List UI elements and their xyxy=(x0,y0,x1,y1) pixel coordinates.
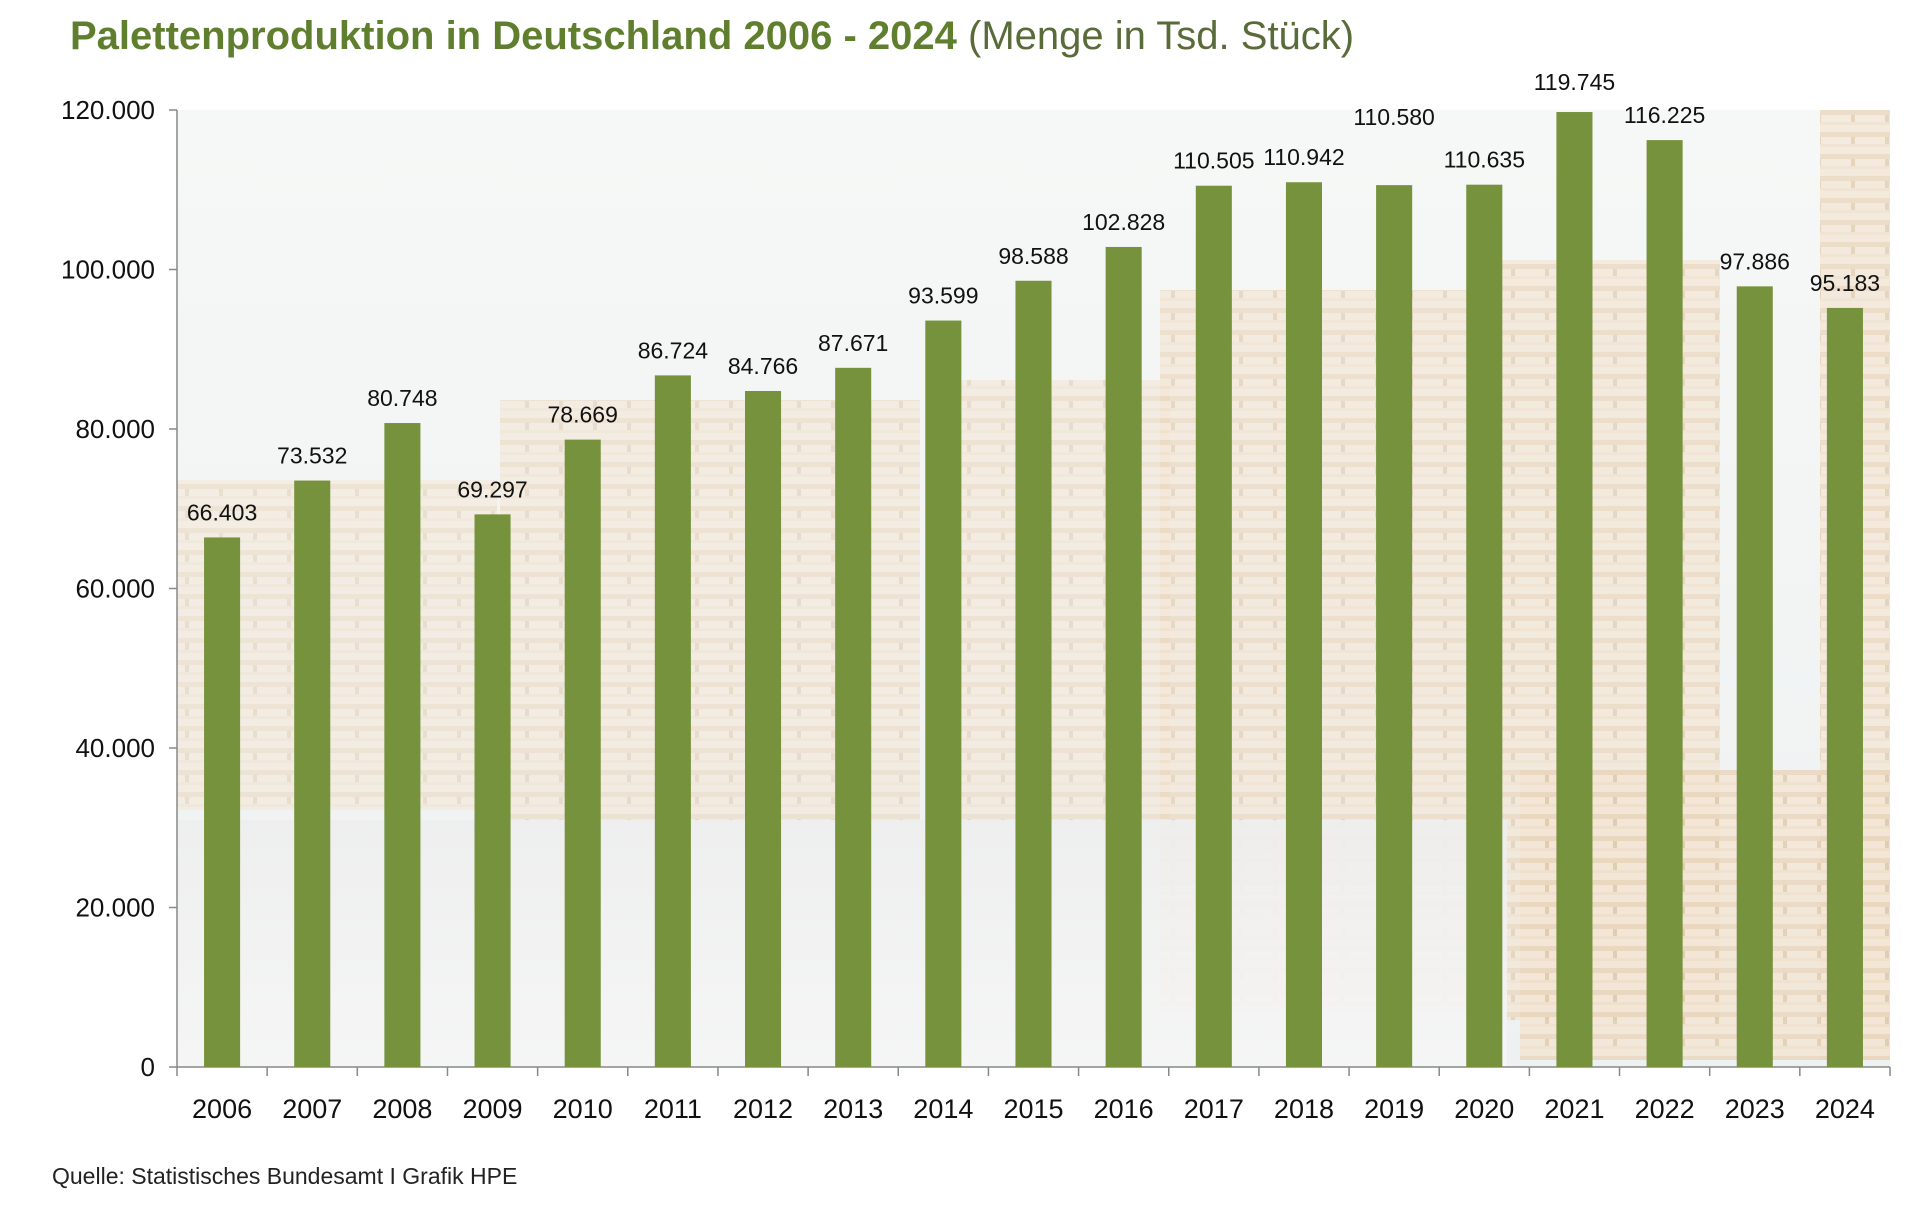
data-label-2018: 110.942 xyxy=(1263,144,1344,170)
chart-title: Palettenproduktion in Deutschland 2006 -… xyxy=(70,14,1354,59)
x-tick-label: 2022 xyxy=(1635,1094,1695,1124)
plot-area: 0 20.000 40.000 60.000 80.000 100.000 120.000 6… xyxy=(61,69,1891,1124)
bar-2018 xyxy=(1285,182,1323,1067)
y-tick-label: 80.000 xyxy=(75,414,155,444)
y-tick-label: 100.000 xyxy=(61,255,155,285)
bar-2010 xyxy=(564,439,601,1067)
data-label-2007: 73.532 xyxy=(277,443,347,469)
bar-2024 xyxy=(1826,307,1863,1067)
data-label-2020: 110.635 xyxy=(1444,147,1525,173)
data-label-2013: 87.671 xyxy=(818,330,888,356)
y-tick-label: 120.000 xyxy=(61,95,155,125)
data-label-2008: 80.748 xyxy=(367,385,437,411)
y-tick-label: 40.000 xyxy=(75,733,155,763)
chart-title-unit: (Menge in Tsd. Stück) xyxy=(968,14,1355,58)
data-label-2009: 69.297 xyxy=(457,476,527,502)
x-tick-label: 2006 xyxy=(192,1094,252,1124)
bar-2014 xyxy=(925,320,962,1067)
data-label-2015: 98.588 xyxy=(998,243,1068,269)
data-label-2010: 78.669 xyxy=(548,402,618,428)
source-note: Quelle: Statistisches Bundesamt I Grafik… xyxy=(52,1163,518,1189)
y-tick-label: 60.000 xyxy=(75,574,155,604)
data-label-2023: 97.886 xyxy=(1720,248,1790,274)
data-label-2024: 95.183 xyxy=(1810,270,1880,296)
bar-2020 xyxy=(1466,184,1503,1067)
bar-2011 xyxy=(654,375,691,1067)
bar-2013 xyxy=(835,367,872,1068)
data-label-2014: 93.599 xyxy=(908,283,978,309)
x-tick-label: 2012 xyxy=(733,1094,793,1124)
x-tick-label: 2007 xyxy=(282,1094,342,1124)
data-label-2016: 102.828 xyxy=(1082,209,1165,235)
bar-2017 xyxy=(1195,185,1232,1067)
data-label-2017: 110.505 xyxy=(1173,148,1254,174)
data-label-2019: 110.580 xyxy=(1353,104,1434,130)
bar-2006 xyxy=(204,537,241,1067)
y-tick-label: 0 xyxy=(141,1052,155,1082)
x-tick-label: 2020 xyxy=(1454,1094,1514,1124)
x-tick-label: 2018 xyxy=(1274,1094,1334,1124)
x-tick-label: 2019 xyxy=(1364,1094,1424,1124)
data-label-2021: 119.745 xyxy=(1534,69,1615,95)
x-tick-label: 2013 xyxy=(823,1094,883,1124)
bar-2012 xyxy=(744,390,782,1067)
chart-title-main: Palettenproduktion in Deutschland 2006 -… xyxy=(70,14,957,58)
bar-2022 xyxy=(1646,140,1683,1068)
bar-2009 xyxy=(474,514,511,1067)
bar-2016 xyxy=(1105,246,1142,1067)
data-label-2012: 84.766 xyxy=(728,353,798,379)
x-tick-label: 2014 xyxy=(913,1094,973,1124)
x-tick-label: 2023 xyxy=(1725,1094,1785,1124)
x-tick-label: 2017 xyxy=(1184,1094,1244,1124)
data-label-2022: 116.225 xyxy=(1624,102,1705,128)
data-label-2011: 86.724 xyxy=(638,337,709,363)
x-tick-label: 2015 xyxy=(1003,1094,1063,1124)
x-tick-label: 2010 xyxy=(553,1094,613,1124)
data-label-2006: 66.403 xyxy=(187,499,257,525)
x-tick-label: 2016 xyxy=(1094,1094,1154,1124)
x-tick-label: 2009 xyxy=(463,1094,523,1124)
bar-2023 xyxy=(1736,286,1773,1068)
bar-2021 xyxy=(1556,112,1593,1067)
x-tick-label: 2011 xyxy=(644,1094,702,1124)
bar-2008 xyxy=(384,423,421,1068)
x-tick-label: 2024 xyxy=(1815,1094,1875,1124)
x-tick-label: 2021 xyxy=(1544,1094,1604,1124)
y-tick-label: 20.000 xyxy=(75,893,155,923)
bar-2007 xyxy=(294,480,331,1068)
bar-2015 xyxy=(1015,280,1052,1067)
bar-2019 xyxy=(1376,185,1413,1067)
x-tick-label: 2008 xyxy=(372,1094,432,1124)
